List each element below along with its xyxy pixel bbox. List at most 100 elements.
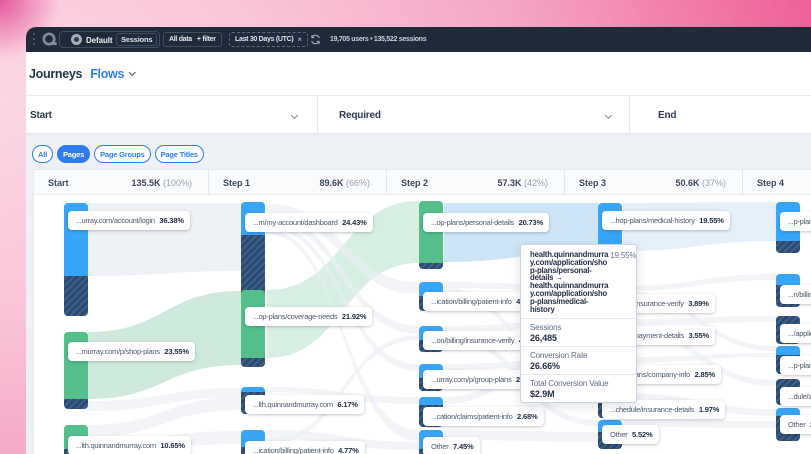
- node-label[interactable]: ...chedule/insurance-details 1.97%: [602, 400, 726, 419]
- flow-link[interactable]: [267, 335, 419, 445]
- add-filter-label[interactable]: + filter: [196, 36, 216, 43]
- column-header-4: Step 4: [743, 170, 811, 195]
- flow-link[interactable]: [88, 388, 241, 411]
- node-url-label: Other: [610, 430, 628, 439]
- node-label[interactable]: Other2.84%: [780, 415, 811, 434]
- flow-link[interactable]: [267, 229, 419, 441]
- node-percentage: 2.85%: [694, 370, 716, 379]
- flow-link[interactable]: [267, 223, 419, 371]
- flow-link[interactable]: [88, 397, 241, 437]
- column-title: Step 3: [579, 178, 607, 188]
- node-label[interactable]: Other 5.52%: [602, 425, 659, 444]
- flow-link[interactable]: [623, 420, 776, 428]
- data-scope-label: All data: [169, 36, 192, 43]
- metric-label: Sessions: [121, 35, 153, 44]
- flow-link[interactable]: [623, 274, 776, 291]
- chevron-down-icon: [129, 68, 136, 76]
- node-label[interactable]: ...lth.quinnandmurray.com 10.65%: [68, 436, 191, 454]
- flow-tooltip: health.quinnandmurra y.com/application/s…: [520, 244, 637, 404]
- node-url-label: ...dule/appointment: [788, 392, 811, 401]
- flow-link[interactable]: [267, 215, 419, 334]
- column-title: Step 1: [223, 178, 251, 188]
- node-url-label: ...op-plans/coverage-needs: [253, 312, 338, 321]
- refresh-icon[interactable]: [310, 34, 321, 45]
- node-label[interactable]: ...n/billing/payment: [780, 285, 811, 304]
- node-label[interactable]: Other 7.45%: [423, 437, 480, 454]
- flow-link[interactable]: [444, 430, 598, 442]
- tooltip-rows: Sessions 26,485 Conversion Rate 26.66% Total…: [521, 319, 636, 402]
- column-total: 135.5K (100%): [131, 178, 192, 188]
- node-label[interactable]: ...cation/claims/patient-info 2.68%: [423, 407, 544, 426]
- tooltip-row-value: 26.66%: [530, 361, 560, 372]
- default-view-icon[interactable]: [71, 34, 82, 45]
- flow-link[interactable]: [267, 430, 419, 450]
- node-label[interactable]: ...dule/appointment: [780, 387, 811, 406]
- node-label[interactable]: .../application/review: [780, 324, 811, 343]
- data-scope-filter[interactable]: All data + filter: [163, 32, 222, 47]
- node-label[interactable]: ...ication/billing/patient-info 4.77%: [245, 441, 365, 454]
- view-name-label[interactable]: Default: [86, 35, 113, 45]
- flow-canvas: ...urray.com/account/login 36.38% ...murra…: [34, 195, 811, 454]
- node-label[interactable]: ...op-plans/coverage-needs 21.92%: [245, 307, 373, 326]
- node-url-label: ...m/my-account/dashboard: [253, 218, 338, 227]
- tooltip-row-value: $2.9M: [530, 389, 555, 400]
- filter-chip-page-titles[interactable]: Page Titles: [154, 145, 204, 163]
- node-url-label: Other: [431, 442, 449, 451]
- quantum-metric-logo-icon[interactable]: [42, 32, 57, 47]
- flow-node-bar[interactable]: [419, 201, 443, 269]
- app-window: Default Sessions All data + filter Last …: [26, 27, 811, 454]
- section-required[interactable]: Required: [339, 110, 381, 121]
- node-label[interactable]: ...op-plans/personal-details 20.73%: [423, 213, 550, 232]
- column-header-0: Start 135.5K (100%): [34, 170, 209, 195]
- chevron-down-icon[interactable]: [604, 111, 613, 120]
- page-header: Journeys Flows: [26, 52, 811, 96]
- date-range-chip[interactable]: Last 30 Days (UTC) ×: [229, 32, 308, 47]
- node-url-label: ...lth.quinnandmurray.com: [253, 400, 333, 409]
- node-url-label: ...hop-plans/medical-history: [610, 216, 695, 225]
- flow-node-bar[interactable]: [241, 290, 265, 367]
- metric-selector[interactable]: Sessions: [116, 33, 158, 46]
- node-label[interactable]: ...lth.quinnandmurray.com 6.17%: [245, 395, 364, 414]
- node-label[interactable]: ...murray.com/p/shop-plans 23.55%: [68, 342, 195, 361]
- node-percentage: 5.52%: [632, 430, 653, 439]
- page-title: Journeys: [29, 66, 83, 81]
- node-percentage: 1.97%: [698, 405, 720, 414]
- node-url-label: ...billing/payment-details: [610, 331, 684, 340]
- node-url-label: ...p-plans/confirmation: [788, 217, 811, 226]
- node-url-label: ...ication/billing/patient-info: [253, 446, 334, 454]
- tooltip-title: health.quinnandmurra y.com/application/s…: [530, 250, 609, 314]
- node-label[interactable]: ...hop-plans/medical-history 19.55%: [602, 211, 730, 230]
- node-percentage: 20.73%: [518, 218, 544, 227]
- session-stats-label: 19,705 users • 135,522 sessions: [330, 36, 427, 43]
- node-label[interactable]: ...urray.com/account/login 36.38%: [68, 211, 190, 230]
- flow-link[interactable]: [623, 353, 776, 363]
- filter-chip-all[interactable]: All: [32, 145, 53, 163]
- node-percentage: 2.68%: [517, 412, 538, 421]
- node-url-label: ...on/billing/insurance-verify: [431, 336, 515, 345]
- node-label[interactable]: ...m/my-account/dashboard 24.43%: [245, 213, 373, 232]
- node-url-label: ...urray.com/p/group-plans: [431, 375, 512, 384]
- tooltip-row: Conversion Rate 26.66%: [521, 347, 636, 376]
- view-selector[interactable]: Flows: [90, 66, 125, 81]
- node-label[interactable]: ...p-plans/summary: [780, 356, 811, 375]
- flow-link[interactable]: [267, 204, 419, 294]
- date-range-label: Last 30 Days (UTC): [235, 36, 294, 43]
- node-percentage: 10.65%: [160, 441, 185, 450]
- close-icon[interactable]: ×: [297, 35, 302, 44]
- node-url-label: ...murray.com/p/shop-plans: [76, 347, 160, 356]
- entity-filter-chips: All Pages Page Groups Page Titles: [32, 145, 204, 163]
- column-header-2: Step 2 57.3K (42%): [387, 170, 565, 195]
- filter-chip-page-groups[interactable]: Page Groups: [94, 145, 151, 163]
- section-start[interactable]: Start: [30, 110, 52, 121]
- node-percentage: 21.92%: [341, 312, 367, 321]
- tooltip-share: 19.55%: [610, 251, 637, 260]
- node-url-label: .../application/review: [788, 329, 811, 338]
- column-header-3: Step 3 50.6K (37%): [565, 170, 743, 195]
- filter-chip-pages[interactable]: Pages: [56, 145, 91, 163]
- flow-link[interactable]: [623, 316, 776, 325]
- drag-handle-icon[interactable]: [32, 33, 35, 46]
- node-label[interactable]: ...p-plans/confirmation: [780, 212, 811, 231]
- section-end[interactable]: End: [658, 110, 677, 121]
- chevron-down-icon[interactable]: [290, 111, 299, 120]
